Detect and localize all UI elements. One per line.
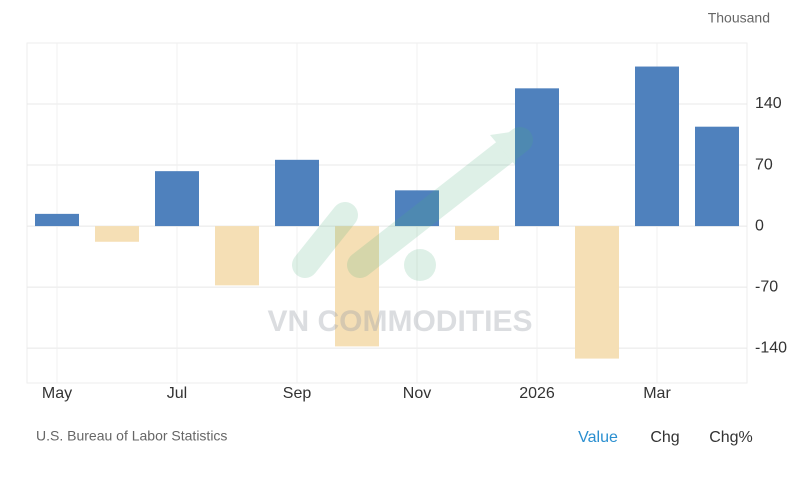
plot-frame — [26, 42, 748, 384]
bar — [275, 159, 319, 227]
bar — [395, 190, 439, 227]
bar — [95, 226, 139, 242]
plot — [26, 42, 748, 384]
bar — [335, 226, 379, 347]
bar — [695, 126, 739, 227]
x-tick-label: May — [42, 385, 72, 402]
tab[interactable]: Chg — [650, 429, 679, 446]
bar — [35, 213, 79, 227]
y-tick-label: -70 — [755, 278, 778, 295]
y-tick-label: 0 — [755, 217, 764, 234]
unit-label: Thousand — [708, 10, 770, 26]
bar — [515, 88, 559, 227]
tab[interactable]: Value — [578, 429, 618, 446]
bar — [155, 171, 199, 227]
x-tick-label: Nov — [403, 385, 431, 402]
x-tick-label: Mar — [643, 385, 671, 402]
bar — [455, 226, 499, 241]
x-tick-label: Jul — [167, 385, 187, 402]
watermark-logo — [292, 127, 533, 281]
y-tick-label: 70 — [755, 156, 773, 173]
tab[interactable]: Chg% — [709, 429, 753, 446]
bar — [575, 226, 619, 359]
source: U.S. Bureau of Labor Statistics — [36, 428, 227, 444]
y-tick-label: -140 — [755, 339, 787, 356]
bar — [215, 226, 259, 286]
watermark: VN COMMODITIES — [267, 305, 532, 338]
x-tick-label: Sep — [283, 385, 312, 402]
x-tick-label: 2026 — [519, 385, 555, 402]
y-tick-label: 140 — [755, 95, 782, 112]
bar — [635, 66, 679, 227]
